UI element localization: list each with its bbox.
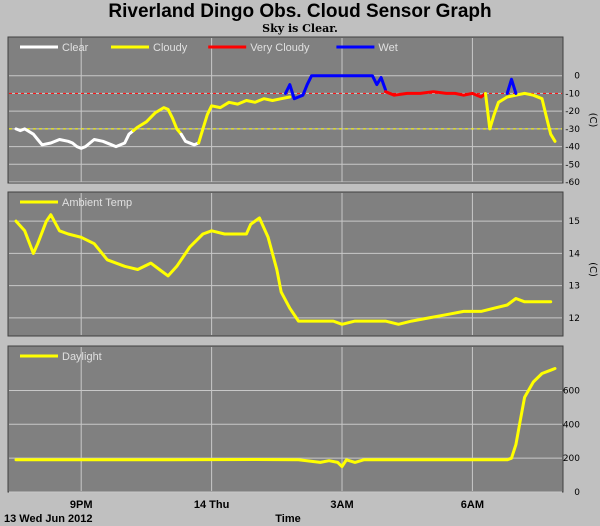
plot-area-cloud <box>7 36 564 184</box>
y-tick-label: 400 <box>563 420 580 430</box>
chart-title: Riverland Dingo Obs. Cloud Sensor Graph <box>108 1 492 22</box>
legend-label: Daylight <box>62 351 102 363</box>
x-axis-label: Time <box>275 513 300 525</box>
series-line-cloud <box>179 132 201 147</box>
y-unit-label: (C) <box>587 113 598 128</box>
legend-label: Wet <box>378 42 397 54</box>
legend-label: Clear <box>62 42 89 54</box>
y-tick-label: -10 <box>565 89 580 99</box>
series-line-cloud <box>284 74 387 101</box>
x-tick-label: 6AM <box>461 499 484 511</box>
y-tick-label: 14 <box>569 249 581 259</box>
series-line-cloud <box>384 90 487 99</box>
sky-status: Sky is Clear. <box>262 22 338 35</box>
x-tick-label: 14 Thu <box>194 499 229 511</box>
plot-area-daylight <box>7 345 564 493</box>
y-tick-label: -40 <box>565 143 580 153</box>
series-line-ambient <box>14 213 553 326</box>
y-unit-label: (C) <box>587 262 598 277</box>
plot-area-ambient <box>7 191 564 337</box>
y-tick-label: 200 <box>563 454 580 464</box>
x-tick-label: 3AM <box>330 499 353 511</box>
series-line-cloud <box>14 127 135 150</box>
series-line-daylight <box>14 367 557 469</box>
y-tick-label: 12 <box>569 314 580 324</box>
series-line-cloud <box>505 77 518 95</box>
series-line-cloud <box>484 91 557 143</box>
legend-label: Very Cloudy <box>250 42 310 54</box>
y-tick-label: 0 <box>574 488 580 498</box>
y-tick-label: 15 <box>569 217 580 227</box>
legend-label: Cloudy <box>153 42 188 54</box>
y-tick-label: -20 <box>565 107 580 117</box>
y-tick-label: -30 <box>565 125 580 135</box>
y-tick-label: 600 <box>563 386 580 396</box>
footer-date: 13 Wed Jun 2012 <box>4 513 92 525</box>
x-tick-label: 9PM <box>70 499 93 511</box>
y-tick-label: 0 <box>574 72 580 82</box>
y-tick-label: -50 <box>565 160 580 170</box>
legend-label: Ambient Temp <box>62 197 132 209</box>
series-line-cloud <box>131 106 183 136</box>
series-line-cloud <box>197 95 292 145</box>
y-tick-label: -60 <box>565 178 580 188</box>
y-tick-label: 13 <box>569 282 580 292</box>
